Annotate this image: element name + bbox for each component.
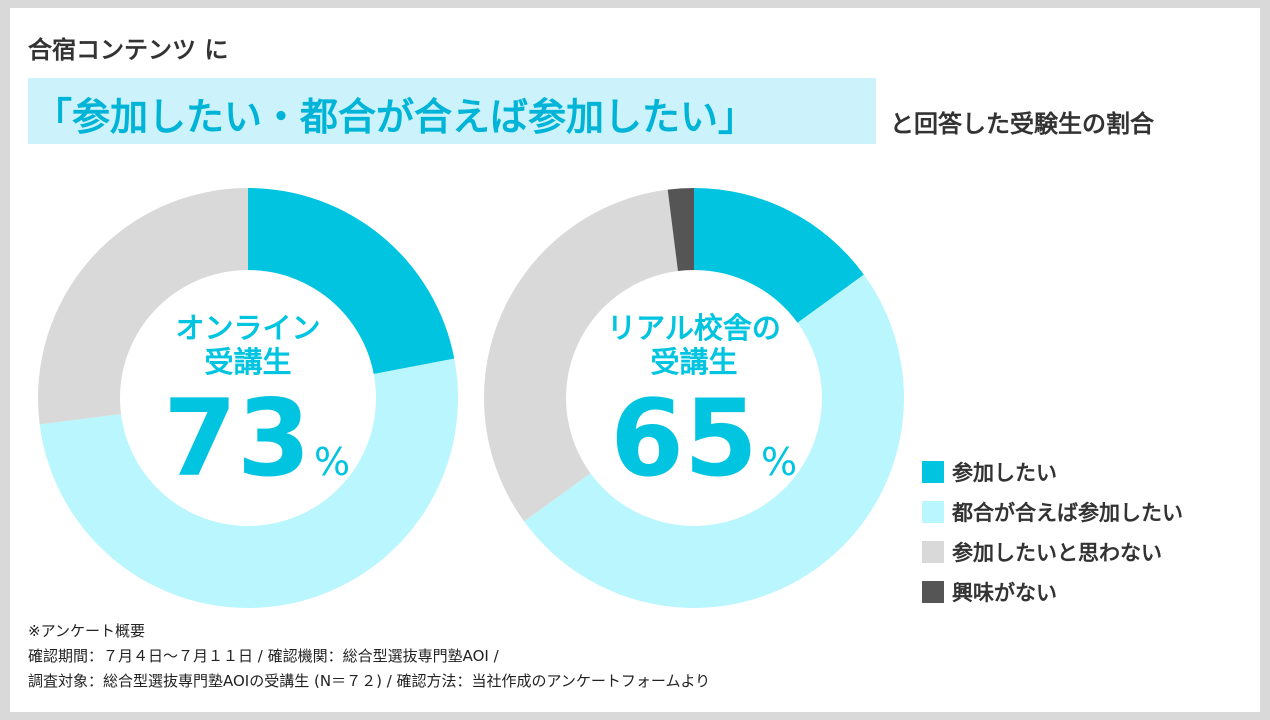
online-percent-value: 73: [163, 377, 311, 500]
donut-chart-online: [37, 188, 458, 608]
legend-item-not-want: 参加したいと思わない: [922, 532, 1183, 572]
campus-percent-unit: %: [761, 440, 797, 484]
online-percent-unit: %: [314, 440, 350, 484]
online-slice-not-want: [37, 188, 248, 425]
footnote-line1: ※アンケート概要: [28, 622, 145, 640]
legend: 参加したい 都合が合えば参加したい 参加したいと思わない 興味がない: [922, 452, 1183, 612]
legend-item-want: 参加したい: [922, 452, 1183, 492]
title-line1: 合宿コンテンツ に: [28, 36, 229, 64]
legend-label-if-possible: 都合が合えば参加したい: [952, 501, 1183, 525]
campus-slice-not-want: [484, 189, 678, 522]
legend-label-want: 参加したい: [952, 461, 1057, 485]
campus-slice-if-possible: [524, 274, 904, 608]
campus-label-line1: リアル校舎の: [607, 311, 781, 345]
online-slice-want: [248, 188, 455, 375]
legend-swatch-not-want: [922, 541, 944, 563]
legend-label-no-interest: 興味がない: [952, 581, 1057, 605]
legend-item-no-interest: 興味がない: [922, 572, 1183, 612]
campus-slice-no-interest: [667, 188, 694, 272]
online-label-line2: 受講生: [204, 345, 291, 379]
campus-label-line2: 受講生: [650, 345, 737, 379]
legend-swatch-if-possible: [922, 501, 944, 523]
legend-swatch-no-interest: [922, 581, 944, 603]
legend-label-not-want: 参加したいと思わない: [952, 541, 1162, 565]
title-highlight-band: [28, 78, 876, 144]
online-label-line1: オンライン: [175, 311, 320, 345]
donut-chart-campus: [484, 188, 904, 608]
survey-footnote: ※アンケート概要 確認期間：７月４日〜７月１１日 / 確認機関：総合型選抜専門塾…: [28, 619, 710, 694]
footnote-line3: 調査対象：総合型選抜専門塾AOIの受講生 (N＝７２) / 確認方法：当社作成の…: [28, 672, 711, 690]
title-suffix: と回答した受験生の割合: [890, 110, 1154, 138]
online-slice-if-possible: [39, 358, 458, 608]
title-highlight: 「参加したい・都合が合えば参加したい」: [34, 95, 757, 139]
legend-swatch-want: [922, 461, 944, 483]
legend-item-if-possible: 都合が合えば参加したい: [922, 492, 1183, 532]
footnote-line2: 確認期間：７月４日〜７月１１日 / 確認機関：総合型選抜専門塾AOI /: [28, 647, 499, 665]
campus-slice-want: [694, 188, 864, 323]
campus-percent-value: 65: [610, 377, 758, 500]
